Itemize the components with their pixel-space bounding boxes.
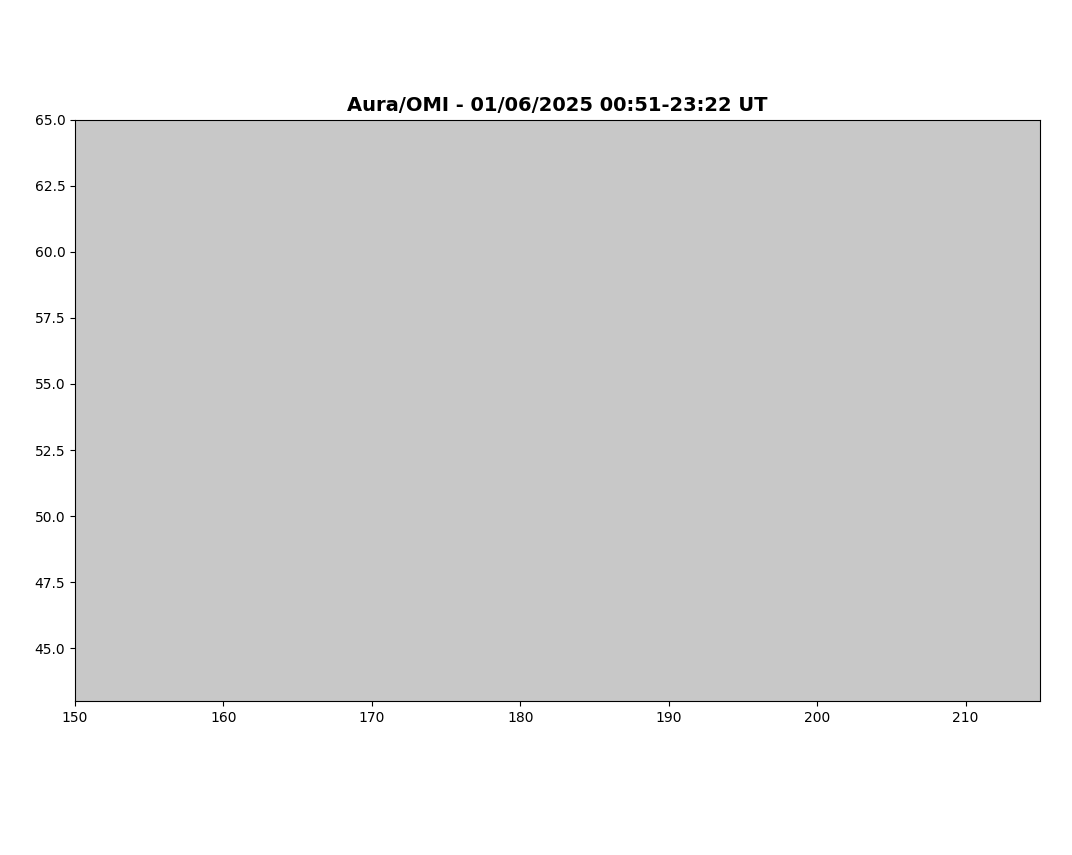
Title: Aura/OMI - 01/06/2025 00:51-23:22 UT: Aura/OMI - 01/06/2025 00:51-23:22 UT — [347, 97, 768, 115]
